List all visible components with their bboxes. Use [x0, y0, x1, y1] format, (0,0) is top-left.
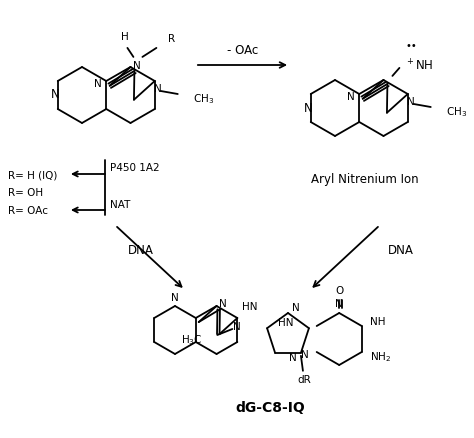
Text: CH$_3$: CH$_3$	[193, 92, 214, 106]
Text: N: N	[407, 97, 415, 107]
Text: ••: ••	[405, 41, 417, 51]
Text: R= OAc: R= OAc	[8, 206, 48, 216]
Text: NH: NH	[370, 317, 385, 327]
Text: N: N	[301, 350, 309, 360]
Text: N: N	[335, 299, 343, 309]
Text: R= OH: R= OH	[8, 188, 43, 198]
Text: Aryl Nitrenium Ion: Aryl Nitrenium Ion	[311, 173, 419, 187]
Text: O: O	[335, 286, 343, 296]
Text: N: N	[154, 84, 162, 94]
Text: HN: HN	[242, 302, 257, 312]
Text: N: N	[347, 92, 355, 102]
Text: N: N	[289, 353, 297, 363]
Text: H: H	[120, 32, 128, 42]
Text: N: N	[234, 322, 241, 332]
Text: CH$_3$: CH$_3$	[446, 105, 467, 119]
Text: P450 1A2: P450 1A2	[110, 163, 160, 173]
Text: R= H (IQ): R= H (IQ)	[8, 170, 57, 180]
Text: dG-C8-IQ: dG-C8-IQ	[235, 401, 305, 415]
Text: - OAc: - OAc	[228, 43, 259, 57]
Text: N: N	[304, 102, 313, 114]
Text: N: N	[171, 293, 179, 303]
Text: $^+$NH: $^+$NH	[405, 58, 434, 74]
Text: N: N	[133, 61, 140, 71]
Text: R: R	[168, 34, 175, 44]
Text: dR: dR	[297, 375, 311, 385]
Text: N: N	[219, 299, 227, 309]
Text: DNA: DNA	[128, 244, 154, 257]
Text: H$_3$C: H$_3$C	[181, 333, 202, 347]
Text: N: N	[51, 88, 60, 102]
Text: DNA: DNA	[388, 244, 414, 257]
Text: N: N	[94, 79, 102, 89]
Text: N: N	[292, 303, 300, 313]
Text: HN: HN	[278, 318, 294, 328]
Text: NH$_2$: NH$_2$	[370, 350, 391, 364]
Text: NAT: NAT	[110, 200, 130, 210]
